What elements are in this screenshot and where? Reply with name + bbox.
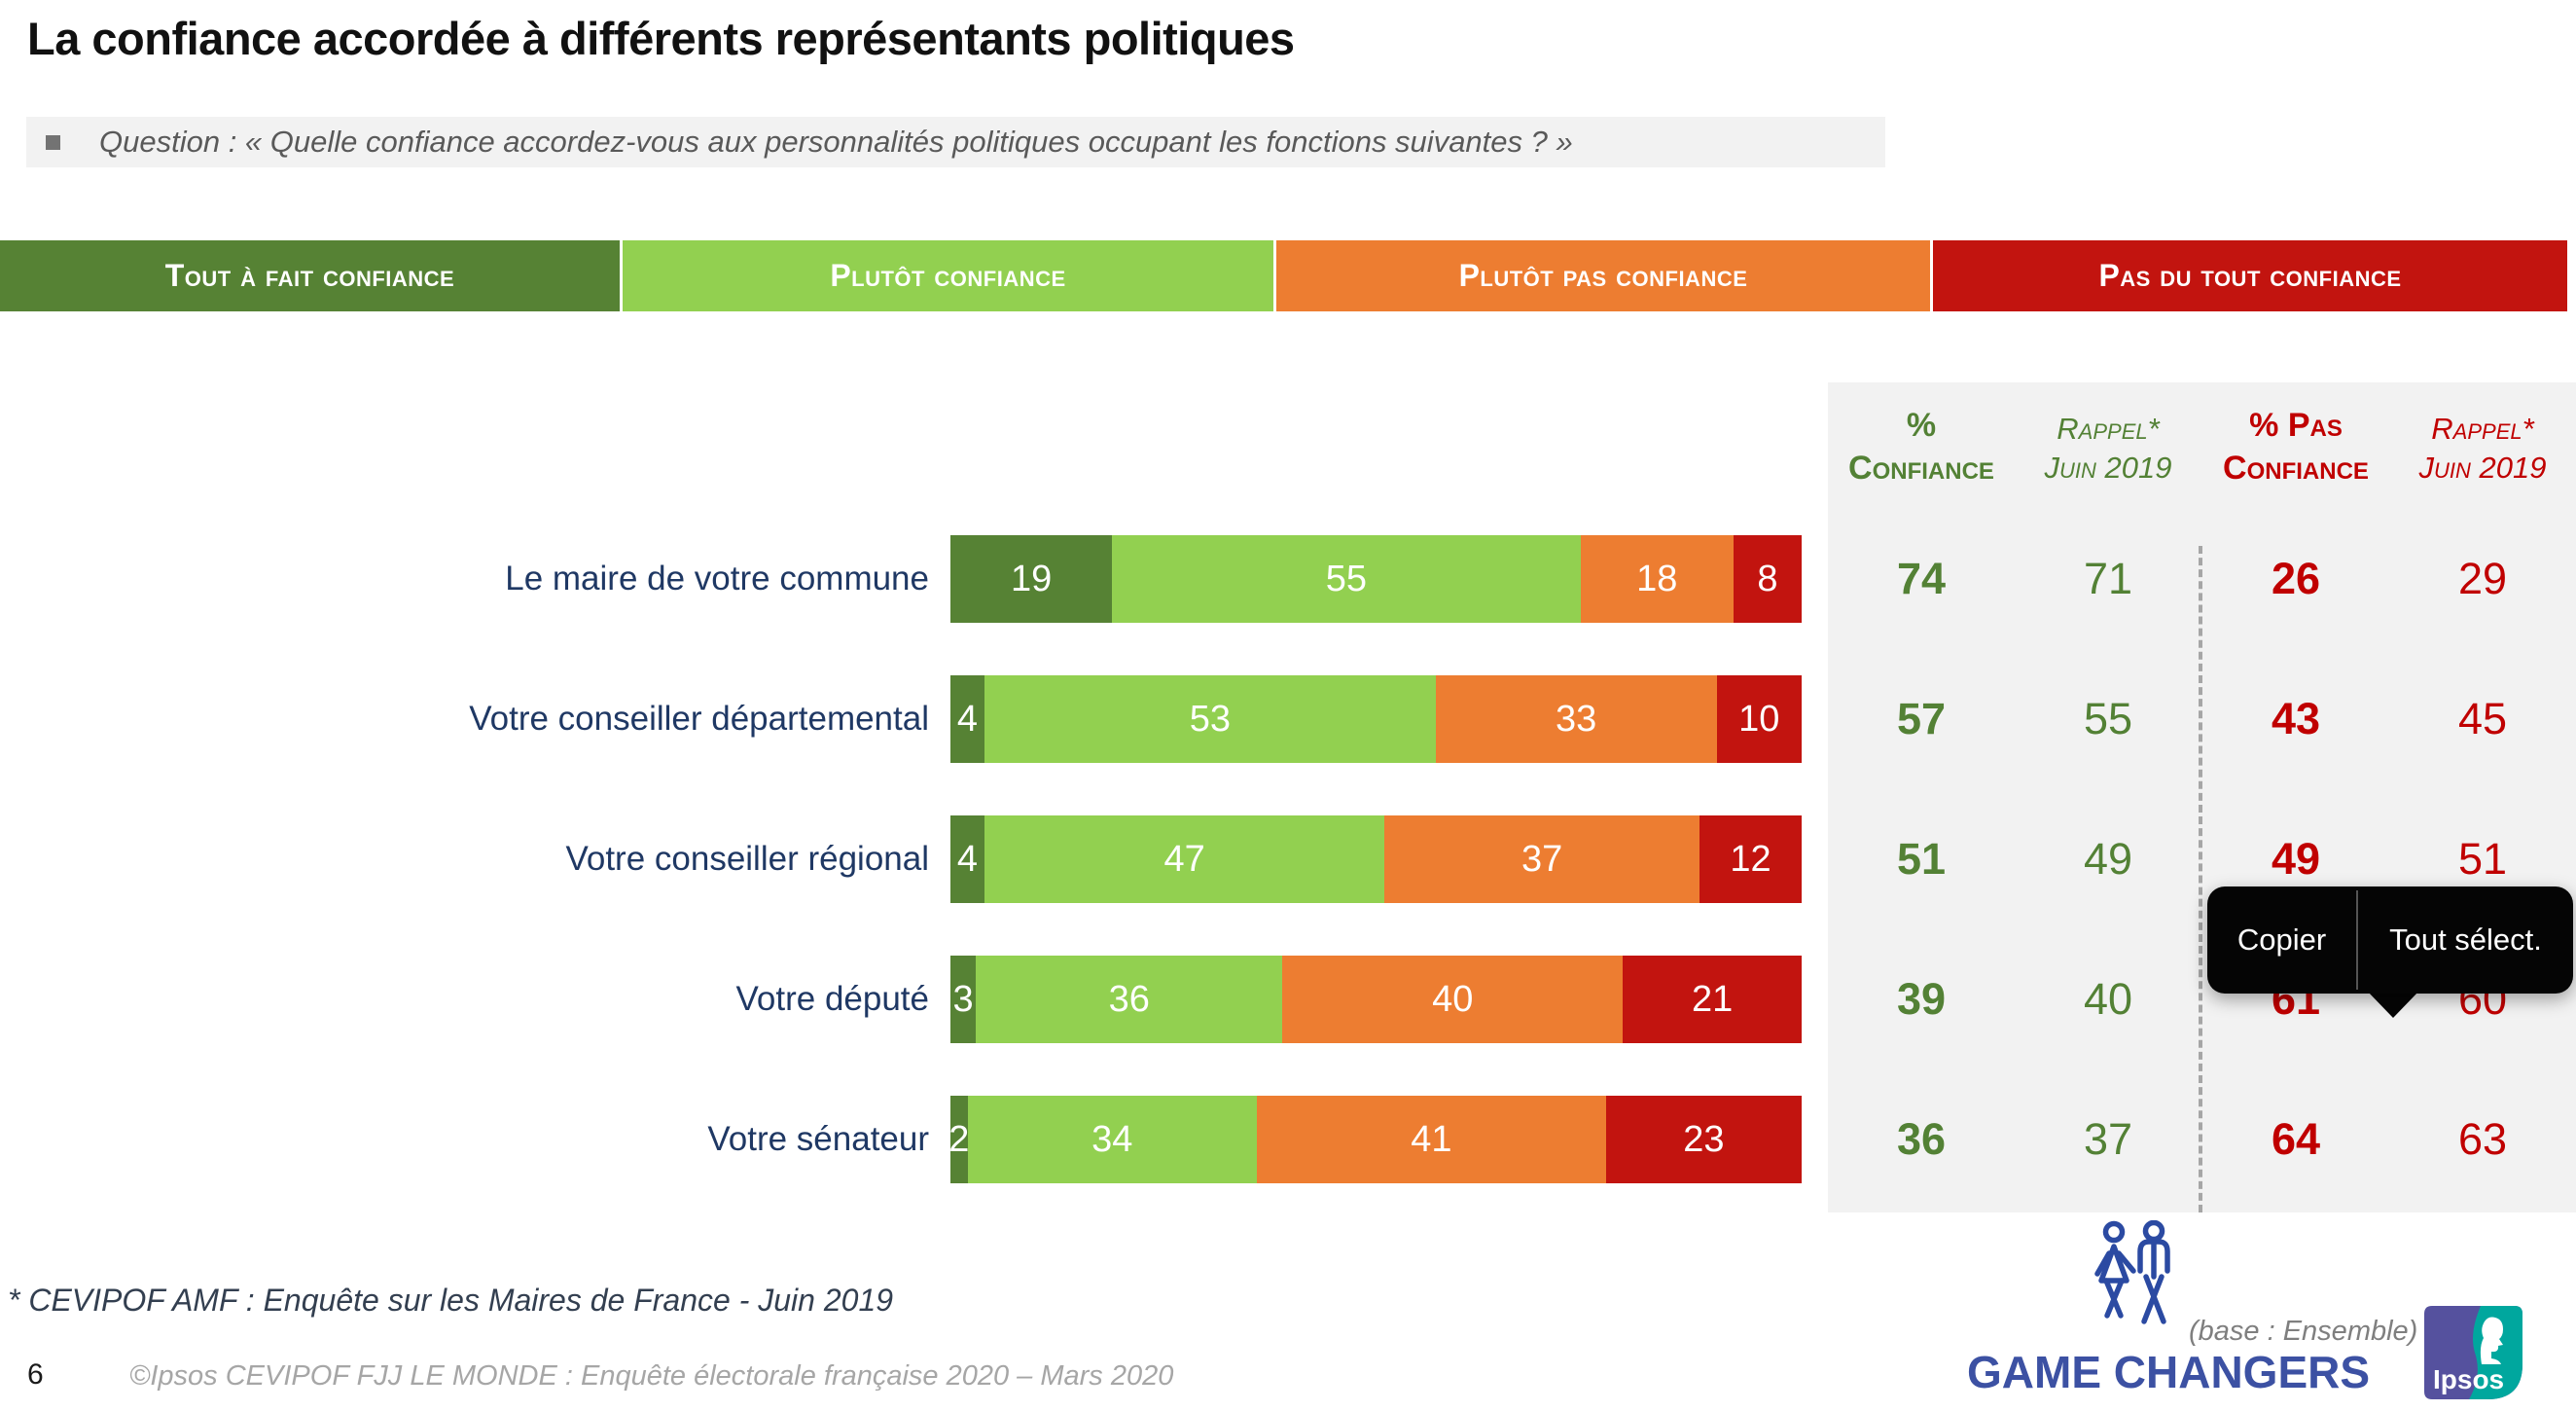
header-line: % — [1906, 407, 1937, 444]
bar-segment-pas-du-tout: 8 — [1734, 535, 1802, 623]
legend-plutot-confiance: Plutôt confiance — [623, 240, 1276, 311]
legend-plutot-pas-confiance: Plutôt pas confiance — [1276, 240, 1933, 311]
header-rappel-pas-confiance: Rappel* Juin 2019 — [2389, 410, 2576, 488]
table-cell: 74 — [1896, 554, 1947, 603]
header-pas-confiance: % Pas Confiance — [2202, 404, 2389, 489]
header-rappel-confiance: Rappel* Juin 2019 — [2015, 410, 2201, 488]
table-cell: 71 — [2083, 554, 2133, 603]
bar-segment-plutot-pas: 40 — [1282, 956, 1624, 1043]
header-line: % Pas — [2249, 407, 2343, 444]
bar-segment-plutot-pas: 18 — [1580, 535, 1734, 623]
legend-band: Tout à fait confiance Plutôt confiance P… — [0, 240, 2576, 311]
chart-row: Votre conseiller régional 4 47 37 12 — [0, 815, 2576, 903]
header-line: Juin 2019 — [2418, 451, 2547, 486]
page-title: La confiance accordée à différents repré… — [27, 13, 1295, 64]
chart-row: Le maire de votre commune 19 55 18 8 — [0, 535, 2576, 623]
game-changers-wordmark: GAME CHANGERS — [1967, 1347, 2371, 1397]
bar-segment-plutot-pas: 33 — [1435, 675, 1717, 763]
ipsos-logo: Ipsos — [2424, 1306, 2522, 1399]
bar-segment-tout-a-fait: 4 — [950, 675, 984, 763]
header-line: Rappel* — [2431, 412, 2534, 446]
table-cell: 37 — [2083, 1114, 2133, 1164]
legend-pas-du-tout-confiance: Pas du tout confiance — [1933, 240, 2567, 311]
chart-row: Votre député 3 36 40 21 — [0, 956, 2576, 1043]
legend-tout-a-fait-confiance: Tout à fait confiance — [0, 240, 623, 311]
table-cell: 36 — [1896, 1114, 1947, 1164]
table-cell: 45 — [2457, 694, 2508, 743]
menu-divider — [2356, 890, 2358, 990]
category-label: Votre conseiller départemental — [469, 700, 929, 738]
category-label: Votre sénateur — [707, 1120, 929, 1158]
category-label: Votre conseiller régional — [565, 840, 929, 878]
summary-table-panel: % Confiance Rappel* Juin 2019 % Pas Conf… — [1828, 382, 2576, 1212]
bar-segment-pas-du-tout: 10 — [1716, 675, 1802, 763]
bar-segment-plutot: 47 — [984, 815, 1385, 903]
question-bar: Question : « Quelle confiance accordez-v… — [26, 117, 1885, 167]
header-line: Juin 2019 — [2044, 451, 2172, 486]
table-cell: 57 — [1896, 694, 1947, 743]
header-line: Confiance — [1848, 450, 1994, 488]
question-text: Question : « Quelle confiance accordez-v… — [99, 125, 1573, 159]
chart-row: Votre sénateur 2 34 41 23 — [0, 1096, 2576, 1183]
bar-segment-plutot-pas: 37 — [1384, 815, 1699, 903]
header-line: Confiance — [2223, 450, 2369, 488]
stacked-bar: 19 55 18 8 — [950, 535, 1802, 623]
bar-segment-plutot: 55 — [1112, 535, 1581, 623]
stacked-bar: 3 36 40 21 — [950, 956, 1802, 1043]
copyright-line: ©Ipsos CEVIPOF FJJ LE MONDE : Enquête él… — [129, 1360, 1174, 1392]
category-label: Le maire de votre commune — [505, 560, 929, 597]
table-cell: 39 — [1896, 974, 1947, 1024]
stacked-bar: 4 53 33 10 — [950, 675, 1802, 763]
bar-segment-tout-a-fait: 2 — [948, 1096, 969, 1183]
category-label: Votre député — [735, 980, 930, 1018]
dashed-separator — [2199, 546, 2202, 1212]
bullet-square-icon — [46, 134, 60, 150]
text-selection-context-menu: Copier Tout sélect. — [2207, 886, 2573, 994]
table-cell: 51 — [1896, 834, 1947, 884]
table-cell: 51 — [2457, 834, 2508, 884]
bar-segment-tout-a-fait: 19 — [950, 535, 1113, 623]
base-note: (base : Ensemble) — [2189, 1316, 2418, 1347]
bar-segment-pas-du-tout: 12 — [1699, 815, 1802, 903]
bar-segment-plutot-pas: 41 — [1257, 1096, 1606, 1183]
bar-segment-pas-du-tout: 23 — [1605, 1096, 1802, 1183]
table-cell: 29 — [2457, 554, 2508, 603]
bar-segment-plutot: 34 — [967, 1096, 1257, 1183]
table-cell: 26 — [2271, 554, 2321, 603]
stacked-bar: 4 47 37 12 — [950, 815, 1802, 903]
chart-row: Votre conseiller départemental 4 53 33 1… — [0, 675, 2576, 763]
table-cell: 55 — [2083, 694, 2133, 743]
footnote: * CEVIPOF AMF : Enquête sur les Maires d… — [8, 1283, 894, 1318]
table-cell: 43 — [2271, 694, 2321, 743]
bar-segment-plutot: 53 — [984, 675, 1436, 763]
bar-segment-tout-a-fait: 3 — [950, 956, 977, 1043]
bar-segment-plutot: 36 — [976, 956, 1283, 1043]
context-menu-arrow — [2367, 991, 2419, 1018]
page-number: 6 — [27, 1358, 44, 1391]
bar-segment-tout-a-fait: 4 — [950, 815, 984, 903]
select-all-button[interactable]: Tout sélect. — [2389, 923, 2542, 957]
stacked-bar: 2 34 41 23 — [948, 1096, 1802, 1183]
bar-segment-pas-du-tout: 21 — [1623, 956, 1802, 1043]
ipsos-logo-text: Ipsos — [2433, 1364, 2504, 1394]
copy-button[interactable]: Copier — [2236, 923, 2327, 957]
table-cell: 63 — [2457, 1114, 2508, 1164]
table-cell: 64 — [2271, 1114, 2321, 1164]
table-cell: 49 — [2271, 834, 2321, 884]
table-cell: 40 — [2083, 974, 2133, 1024]
header-line: Rappel* — [2057, 412, 2160, 446]
table-cell: 49 — [2083, 834, 2133, 884]
couple-pictogram-icon — [2094, 1220, 2170, 1324]
header-confiance: % Confiance — [1828, 404, 2015, 489]
